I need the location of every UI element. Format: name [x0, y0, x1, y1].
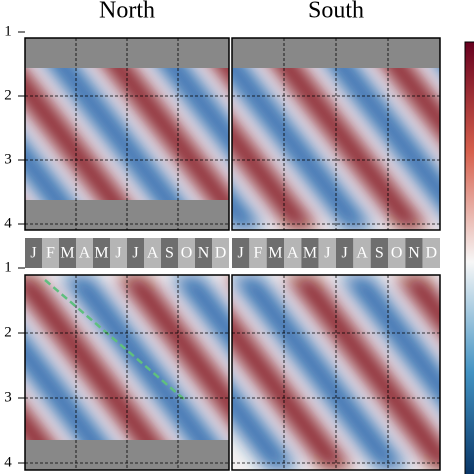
month-label: M	[60, 245, 74, 262]
month-label: N	[198, 245, 210, 262]
heatmap-field	[232, 38, 440, 230]
month-label: D	[426, 245, 438, 262]
heatmap-stripe	[232, 381, 300, 470]
heatmap	[232, 38, 440, 230]
month-label: J	[238, 245, 244, 262]
month-label: J	[324, 245, 330, 262]
month-cell	[388, 238, 406, 268]
month-cell	[249, 238, 267, 268]
month-cell	[178, 238, 195, 268]
month-label: N	[408, 245, 420, 262]
heatmap-stripe	[25, 275, 186, 470]
heatmap-stripe	[232, 310, 355, 470]
heatmap	[25, 38, 229, 230]
month-cell	[212, 238, 229, 268]
heatmap	[25, 275, 229, 470]
heatmap-stripe	[338, 275, 440, 408]
month-cell	[161, 238, 178, 268]
panel-frame	[231, 274, 441, 471]
month-cell	[59, 238, 76, 268]
month-label: O	[391, 245, 403, 262]
heatmap-stripe	[25, 332, 131, 470]
month-label: J	[342, 245, 348, 262]
month-cell	[127, 238, 144, 268]
month-cell	[353, 238, 371, 268]
month-label: A	[147, 245, 159, 262]
heatmap-stripe	[393, 275, 440, 337]
heatmap-field	[25, 38, 229, 230]
heatmap-stripe	[283, 275, 440, 470]
month-cell	[405, 238, 423, 268]
month-label: J	[115, 245, 121, 262]
y-tick-label: 2	[4, 324, 12, 340]
month-label: A	[356, 245, 368, 262]
month-cell	[318, 238, 336, 268]
month-cell	[93, 238, 110, 268]
heatmap-stripe	[169, 275, 229, 353]
heatmap-stripe	[249, 38, 431, 230]
month-cell	[422, 238, 440, 268]
month-cell	[266, 238, 284, 268]
month-label: S	[165, 245, 174, 262]
month-label: F	[46, 245, 55, 262]
month-cell	[144, 238, 161, 268]
heatmap-stripe	[25, 38, 207, 230]
y-tick-label: 3	[4, 389, 12, 405]
month-label: A	[287, 245, 299, 262]
heatmap-stripe	[59, 275, 229, 470]
panel-frame	[24, 274, 230, 471]
month-label: J	[30, 245, 36, 262]
month-cell	[76, 238, 93, 268]
panel-frame	[231, 37, 441, 231]
y-tick-label: 1	[4, 259, 12, 275]
month-cell	[336, 238, 354, 268]
month-label: O	[181, 245, 193, 262]
heatmap-stripe	[232, 116, 321, 230]
heatmap-stripe	[135, 38, 229, 159]
month-cell	[301, 238, 319, 268]
y-tick-label: 4	[4, 215, 12, 231]
y-tick-label: 2	[4, 87, 12, 103]
month-cell	[232, 238, 250, 268]
month-label: F	[254, 245, 263, 262]
month-label: D	[215, 245, 227, 262]
y-tick-label: 4	[4, 454, 12, 470]
heatmap-stripe	[80, 38, 229, 229]
heatmap-stripe	[232, 275, 410, 470]
colorbar	[464, 41, 474, 474]
y-tick-label: 3	[4, 151, 12, 167]
month-label: M	[268, 245, 282, 262]
heatmap-stripe	[232, 186, 266, 230]
month-cell	[42, 238, 59, 268]
month-cell	[370, 238, 388, 268]
heatmap-stripe	[304, 38, 440, 213]
column-title: North	[99, 0, 155, 24]
month-cell	[25, 238, 42, 268]
heatmap-stripe	[232, 45, 376, 230]
heatmap-field	[25, 275, 229, 470]
heatmap-stripe	[224, 275, 229, 282]
heatmap-field	[232, 275, 440, 470]
month-label: A	[79, 245, 91, 262]
heatmap	[232, 275, 440, 470]
month-label: S	[375, 245, 384, 262]
month-cell	[195, 238, 212, 268]
month-cell	[110, 238, 127, 268]
month-label: J	[132, 245, 138, 262]
month-cell	[284, 238, 302, 268]
month-label: M	[303, 245, 317, 262]
month-label: M	[94, 245, 108, 262]
heatmap-stripe	[25, 67, 152, 230]
column-title: South	[308, 0, 364, 24]
trend-line	[44, 279, 186, 401]
panel-frame	[24, 37, 230, 231]
y-tick-label: 1	[4, 23, 12, 39]
heatmap-stripe	[114, 275, 229, 425]
